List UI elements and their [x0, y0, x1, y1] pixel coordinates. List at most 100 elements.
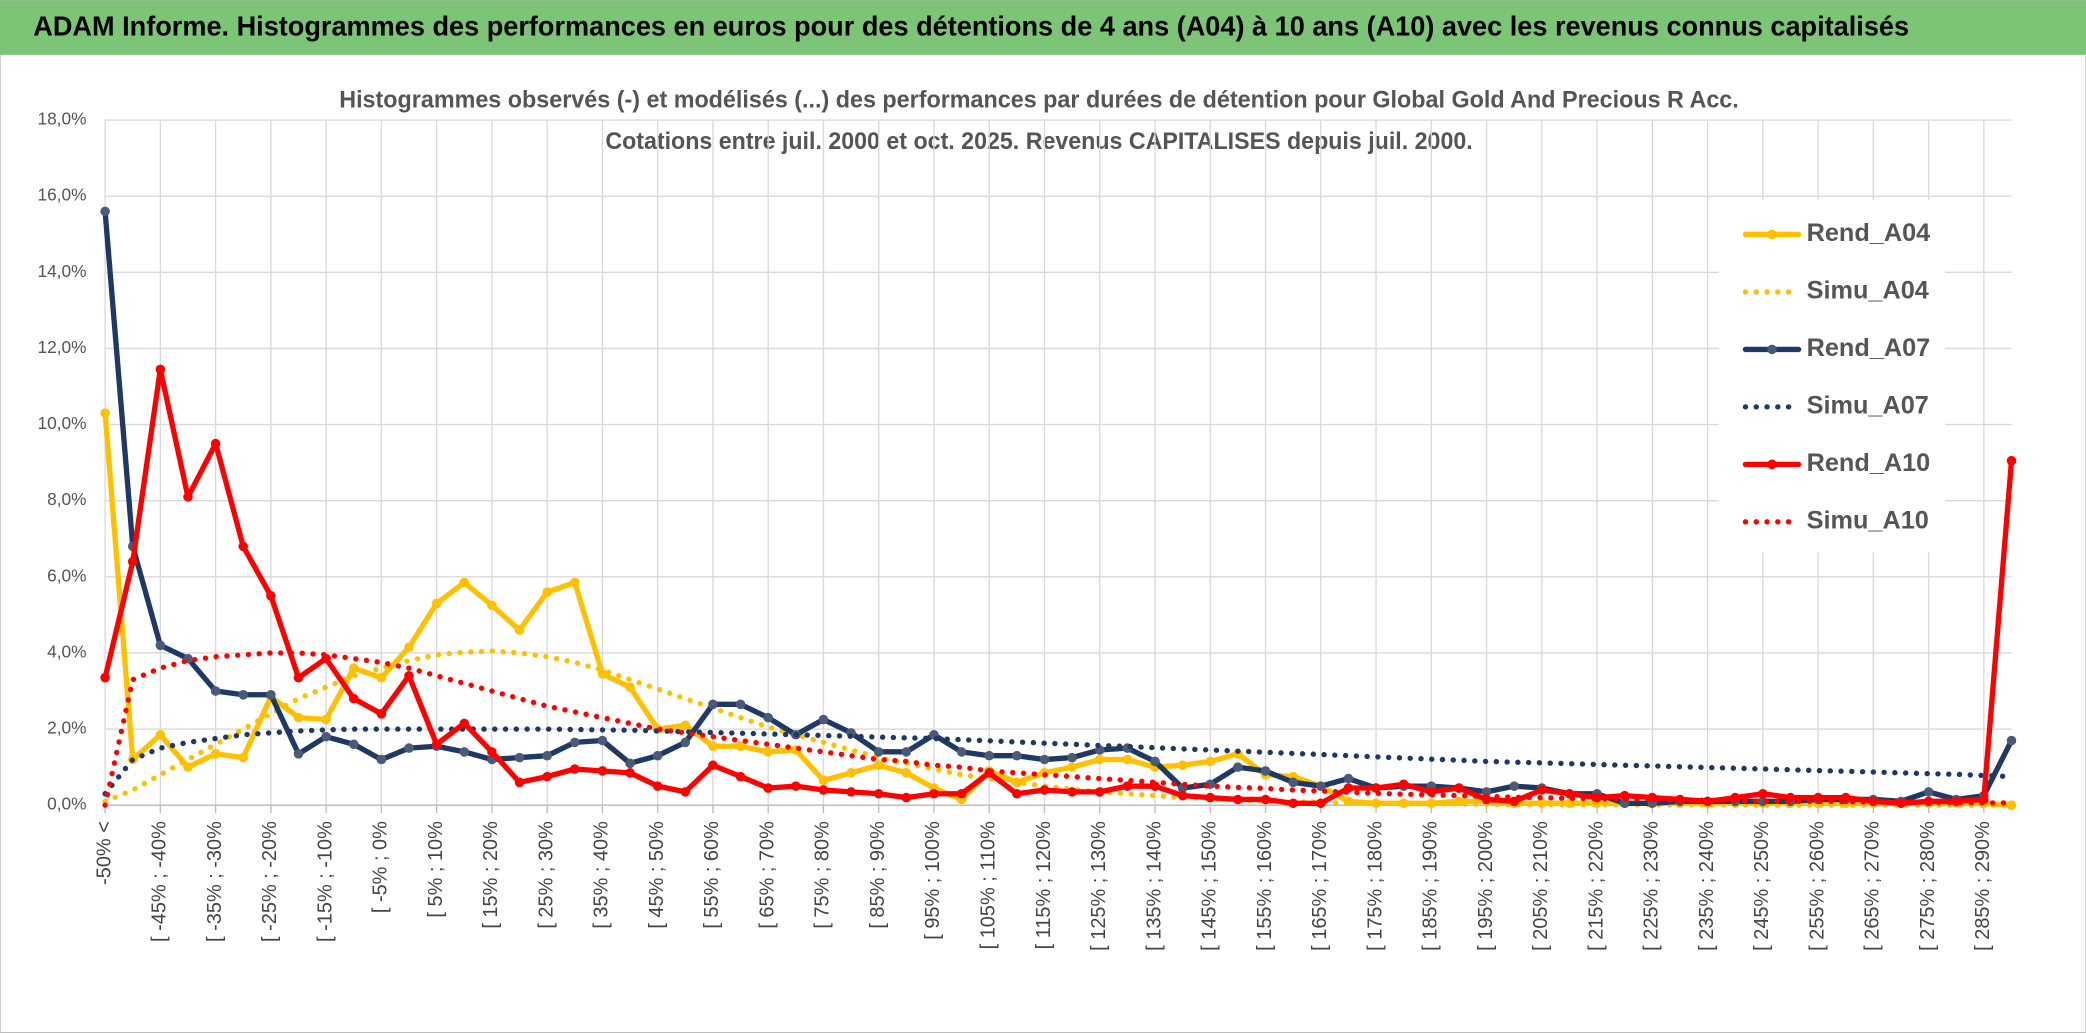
series-marker	[100, 408, 110, 418]
series-marker	[956, 747, 967, 757]
x-tick-label: [ 235% ; 240%	[1696, 821, 1718, 951]
series-marker	[901, 747, 912, 757]
series-marker	[1702, 796, 1713, 807]
y-tick-label: 4,0%	[47, 641, 86, 661]
x-tick-label: [ 55% ; 60%	[701, 821, 723, 929]
series-marker	[1205, 756, 1216, 767]
series-marker	[846, 768, 856, 778]
header-bar	[0, 0, 2086, 55]
x-tick-label: [ 135% ; 140%	[1143, 821, 1165, 951]
series-marker	[155, 640, 166, 651]
series-marker	[1094, 787, 1105, 797]
series-marker	[680, 787, 691, 797]
series-marker	[514, 777, 525, 788]
series-marker	[487, 747, 497, 757]
series-marker	[984, 750, 995, 761]
series-marker	[1454, 783, 1464, 793]
series-line	[102, 366, 2015, 806]
series-marker	[763, 747, 773, 757]
series-marker	[625, 758, 635, 769]
series-marker	[735, 771, 746, 782]
series-marker	[597, 766, 608, 776]
series-marker	[404, 670, 414, 681]
series-marker	[818, 785, 829, 795]
series-marker	[238, 541, 249, 552]
series-marker	[1122, 781, 1133, 791]
series-line	[102, 650, 2015, 808]
series-marker	[293, 672, 304, 683]
series-marker	[542, 750, 552, 761]
x-tick-label: [ -15% ; -10%	[314, 821, 336, 942]
legend-label: Rend_A04	[1807, 219, 1931, 247]
series-marker	[487, 600, 497, 611]
series-marker	[873, 760, 884, 771]
series-marker	[1094, 754, 1105, 765]
header-title: ADAM Informe. Histogrammes des performan…	[33, 11, 1909, 42]
y-tick-label: 6,0%	[47, 565, 86, 585]
series-marker	[1260, 794, 1271, 805]
x-tick-label: [ 225% ; 230%	[1641, 821, 1663, 951]
x-tick-label: [ 95% ; 100%	[922, 821, 944, 940]
series-marker	[100, 206, 110, 217]
series-marker	[1315, 798, 1326, 809]
series-marker	[873, 747, 884, 757]
series-marker	[1177, 760, 1188, 771]
series-marker	[708, 699, 718, 710]
series-marker	[293, 712, 304, 723]
series-marker	[1923, 787, 1934, 797]
series-marker	[514, 625, 525, 635]
series-marker	[735, 741, 746, 751]
series-marker	[155, 729, 166, 740]
x-tick-label: [ 85% ; 90%	[867, 821, 889, 929]
series-marker	[846, 787, 856, 797]
series-marker	[514, 752, 525, 763]
series-marker	[1758, 788, 1768, 799]
legend-label: Rend_A10	[1807, 449, 1931, 477]
series-marker	[2006, 455, 2017, 466]
series-marker	[625, 682, 635, 692]
series-marker	[680, 737, 691, 748]
series-marker	[1288, 777, 1298, 788]
legend-marker	[1767, 459, 1777, 470]
x-tick-label: [ 175% ; 180%	[1364, 821, 1386, 951]
series-marker	[1481, 787, 1492, 797]
legend-label: Rend_A07	[1807, 334, 1931, 362]
x-tick-label: [ 245% ; 250%	[1751, 821, 1773, 951]
chart-title: Histogrammes observés (-) et modélisés (…	[339, 87, 1739, 114]
series-marker	[321, 714, 331, 725]
y-tick-label: 8,0%	[47, 489, 86, 509]
x-tick-label: [ 285% ; 290%	[1972, 821, 1994, 951]
series-marker	[1537, 785, 1547, 795]
legend-label: Simu_A07	[1807, 392, 1929, 420]
series-marker	[791, 781, 801, 791]
series-marker	[210, 749, 221, 759]
series-marker	[321, 731, 331, 742]
legend-label: Simu_A04	[1807, 277, 1929, 305]
series-marker	[1315, 781, 1326, 791]
series-marker	[1896, 798, 1906, 809]
series-marker	[1039, 785, 1050, 795]
chart-subtitle: Cotations entre juil. 2000 et oct. 2025.…	[605, 128, 1472, 155]
series-marker	[542, 771, 552, 782]
series-marker	[1122, 754, 1133, 765]
x-tick-label: [ 265% ; 270%	[1862, 821, 1884, 951]
x-tick-label: [ 5% ; 10%	[425, 821, 447, 918]
series-marker	[348, 739, 359, 750]
y-tick-label: 16,0%	[37, 185, 86, 205]
series-marker	[210, 686, 221, 696]
series-marker	[597, 669, 608, 679]
series-marker	[1260, 766, 1271, 776]
series-marker	[1233, 762, 1243, 772]
legend-label: Simu_A10	[1807, 506, 1929, 534]
x-tick-label: [ 255% ; 260%	[1806, 821, 1828, 951]
series-marker	[348, 693, 359, 704]
series-marker	[293, 749, 304, 759]
series-marker	[1371, 783, 1381, 793]
y-tick-label: 0,0%	[47, 794, 86, 814]
x-tick-label: [ 45% ; 50%	[646, 821, 668, 929]
series-marker	[1177, 790, 1188, 801]
x-tick-label: [ 105% ; 110%	[977, 821, 999, 949]
series-marker	[763, 712, 773, 723]
series-marker	[127, 556, 138, 567]
series-marker	[431, 598, 442, 609]
